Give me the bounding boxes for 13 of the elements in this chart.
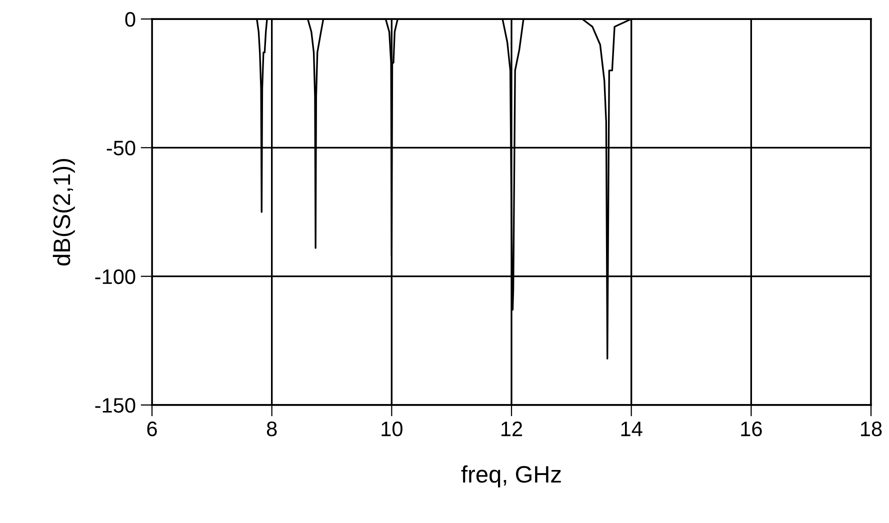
x-tick-label: 16 <box>741 422 762 436</box>
x-tick-label: 14 <box>621 422 642 436</box>
x-tick-label: 6 <box>147 422 157 436</box>
y-axis-title: dB(S(2,1)) <box>52 159 75 266</box>
y-tick-label: -100 <box>95 269 136 284</box>
y-tick-label: -50 <box>106 140 136 156</box>
y-tick-label: 0 <box>125 12 136 27</box>
x-tick-label: 12 <box>502 422 522 436</box>
x-tick-label: 10 <box>382 422 402 436</box>
y-tick-label: -150 <box>95 398 136 413</box>
x-tick-label: 18 <box>861 422 882 436</box>
x-axis-title: freq, GHz <box>461 465 561 488</box>
x-tick-label: 8 <box>266 422 277 436</box>
